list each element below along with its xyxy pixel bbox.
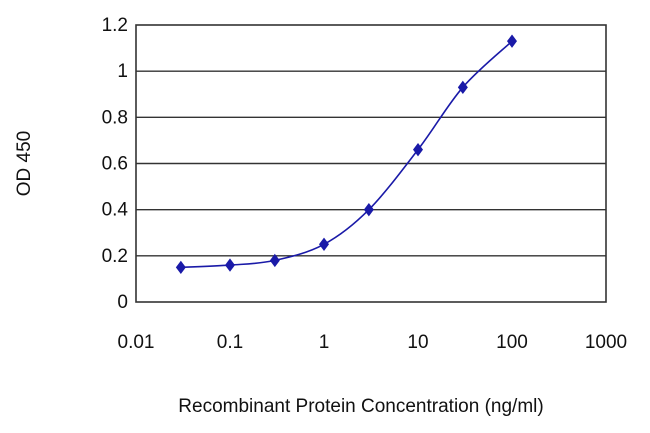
data-point-5 (413, 142, 423, 157)
x-tick-label: 1 (319, 332, 330, 353)
y-tick-label: 1 (117, 61, 128, 82)
x-tick-label: 1000 (585, 332, 627, 353)
y-tick-label: 0 (117, 292, 128, 313)
x-tick-labels: 0.01 0.1 1 10 100 1000 (118, 332, 628, 353)
frame-rect (135, 24, 607, 303)
data-point-6 (457, 80, 468, 94)
x-axis-title: Recombinant Protein Concentration (ng/ml… (178, 396, 543, 417)
x-tick-label: 100 (496, 332, 528, 353)
x-tick-label: 0.01 (118, 332, 155, 353)
data-point-1 (225, 258, 235, 272)
x-tick-label: 10 (407, 332, 428, 353)
data-point-2 (269, 253, 280, 268)
data-markers (175, 34, 517, 275)
data-point-3 (319, 237, 329, 251)
plot-frame (135, 24, 607, 303)
y-tick-label: 0.2 (102, 246, 128, 267)
y-axis-title: OD 450 (14, 131, 35, 196)
x-tick-label: 0.1 (217, 332, 243, 353)
y-tick-label: 0.8 (102, 107, 128, 128)
data-point-7 (507, 34, 517, 48)
y-tick-labels: 0 0.2 0.4 0.6 0.8 1 1.2 (102, 15, 129, 313)
y-tick-label: 1.2 (102, 15, 128, 36)
y-tick-label: 0.4 (102, 200, 129, 221)
y-tick-label: 0.6 (102, 154, 128, 175)
data-point-0 (175, 260, 186, 275)
data-point-4 (363, 203, 374, 217)
